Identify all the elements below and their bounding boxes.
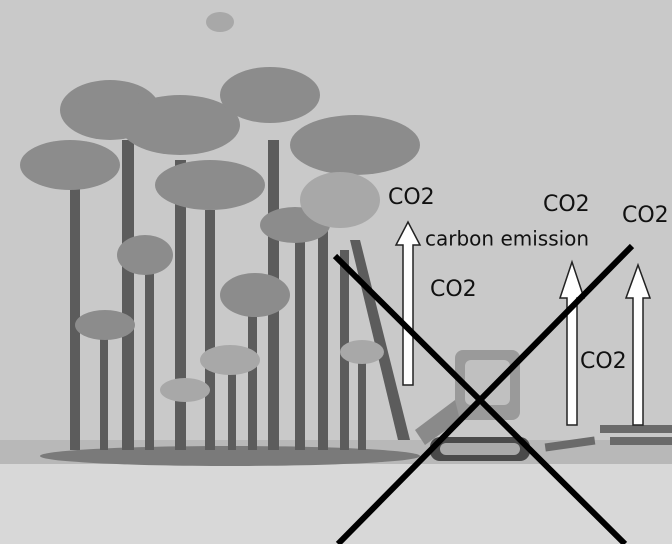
illustration: CO2 CO2 CO2 carbon emission CO2 CO2 bbox=[0, 0, 672, 544]
label: CO2 bbox=[388, 185, 435, 210]
label: CO2 bbox=[622, 203, 669, 228]
label: CO2 bbox=[580, 349, 627, 374]
ground bbox=[0, 462, 672, 544]
label: carbon emission bbox=[425, 227, 589, 251]
label: CO2 bbox=[430, 277, 477, 302]
label: CO2 bbox=[543, 192, 590, 217]
